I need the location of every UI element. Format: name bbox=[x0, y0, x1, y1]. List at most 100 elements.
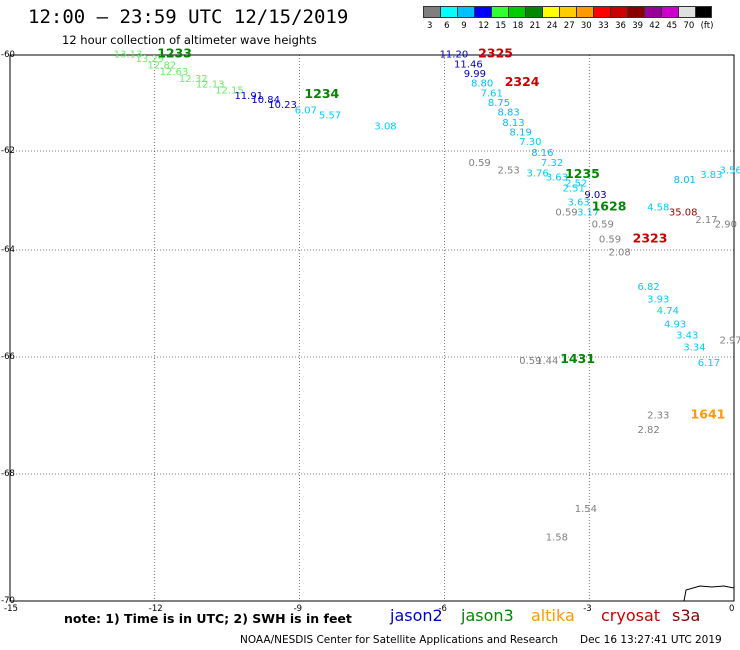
legend-label: 33 bbox=[598, 21, 609, 31]
wave-height-value: 3.63 bbox=[546, 173, 568, 184]
legend-swatch bbox=[576, 6, 593, 18]
legend-label: 24 bbox=[546, 21, 558, 31]
pass-label: 1233 bbox=[157, 45, 192, 60]
legend-label: 12 bbox=[478, 21, 490, 31]
wave-height-value: 12.32 bbox=[179, 74, 208, 85]
legend-swatch bbox=[508, 6, 525, 18]
wave-height-value: 2.53 bbox=[497, 165, 519, 176]
latitude-tick-label: -68 bbox=[1, 469, 15, 479]
wave-height-value: 8.16 bbox=[531, 148, 553, 159]
wave-height-value: 3.83 bbox=[700, 170, 722, 181]
legend-label: 18 bbox=[512, 21, 524, 31]
wave-height-value: 12.63 bbox=[160, 67, 189, 78]
wave-height-value: 9.03 bbox=[584, 190, 606, 201]
latitude-tick-label: -62 bbox=[1, 146, 15, 156]
wave-height-value: 8.83 bbox=[497, 107, 519, 118]
legend-swatch bbox=[627, 6, 644, 18]
wave-height-value: 5.57 bbox=[319, 110, 341, 121]
legend-swatch bbox=[695, 6, 712, 18]
wave-height-value: 3.34 bbox=[683, 343, 705, 354]
latitude-tick-label: -70 bbox=[1, 596, 15, 606]
legend-swatch bbox=[423, 6, 440, 18]
legend-swatch bbox=[678, 6, 695, 18]
wave-height-value: 4.58 bbox=[647, 202, 669, 213]
color-legend bbox=[423, 6, 712, 18]
wave-height-value: 0.59 bbox=[469, 158, 491, 169]
satellite-name: jason2 bbox=[390, 606, 443, 625]
credit-line: NOAA/NESDIS Center for Satellite Applica… bbox=[240, 634, 558, 646]
pass-label: 1628 bbox=[592, 198, 627, 213]
wave-height-value: 8.80 bbox=[471, 79, 493, 90]
legend-label: 15 bbox=[495, 21, 507, 31]
footer-note: note: 1) Time is in UTC; 2) SWH is in fe… bbox=[64, 611, 352, 626]
wave-height-value: 7.30 bbox=[519, 137, 541, 148]
legend-label: 3 bbox=[427, 21, 433, 31]
wave-height-value: 1.44 bbox=[536, 356, 558, 367]
wave-height-value: 9.99 bbox=[464, 69, 486, 80]
satellite-name: s3a bbox=[672, 606, 701, 625]
legend-label: 21 bbox=[529, 21, 541, 31]
wave-height-value: 0.59 bbox=[599, 235, 621, 246]
pass-label: 2325 bbox=[478, 45, 513, 60]
pass-label: 1235 bbox=[565, 166, 600, 181]
wave-height-value: 0.59 bbox=[592, 220, 614, 231]
wave-height-value: 3.76 bbox=[526, 169, 548, 180]
legend-swatch bbox=[525, 6, 542, 18]
pass-label: 1641 bbox=[691, 406, 726, 421]
legend-swatch bbox=[610, 6, 627, 18]
wave-height-value: 8.19 bbox=[510, 128, 532, 139]
wave-height-value: 4.74 bbox=[657, 306, 679, 317]
legend-label: 42 bbox=[649, 21, 661, 31]
generated-datetime: Dec 16 13:27:41 UTC 2019 bbox=[580, 634, 722, 646]
wave-height-value: 7.61 bbox=[481, 88, 503, 99]
legend-label: 9 bbox=[461, 21, 467, 31]
wave-height-value: 8.75 bbox=[488, 98, 510, 109]
legend-swatch bbox=[644, 6, 661, 18]
wave-height-value: 12.13 bbox=[196, 80, 225, 91]
wave-height-value: 12.15 bbox=[215, 85, 244, 96]
pass-label: 1431 bbox=[560, 351, 595, 366]
data-points: 13.1313.2912.8212.6312.3212.1312.1511.91… bbox=[114, 49, 740, 543]
legend-swatch bbox=[593, 6, 610, 18]
wave-height-value: 1.58 bbox=[546, 533, 568, 544]
legend-label: 36 bbox=[615, 21, 626, 31]
legend-label: 30 bbox=[580, 21, 592, 31]
longitude-tick-label: -3 bbox=[583, 604, 592, 614]
wave-height-value: 6.17 bbox=[698, 358, 720, 369]
wave-height-value: 3.17 bbox=[577, 207, 599, 218]
wave-height-value: 11.91 bbox=[234, 91, 263, 102]
satellite-name: jason3 bbox=[461, 606, 514, 625]
wave-height-value: 3.93 bbox=[647, 294, 669, 305]
legend-swatch bbox=[542, 6, 559, 18]
map-title: 12:00 – 23:59 UTC 12/15/2019 bbox=[28, 6, 349, 28]
satellite-name: altika bbox=[531, 606, 575, 625]
legend-label: 70 bbox=[683, 21, 695, 31]
satellite-name: cryosat bbox=[601, 606, 661, 625]
wave-height-value: 12.82 bbox=[148, 60, 177, 71]
legend-label: 39 bbox=[632, 21, 644, 31]
wave-height-value: 2.52 bbox=[565, 179, 587, 190]
map-frame bbox=[9, 54, 735, 602]
pass-label: 2324 bbox=[505, 74, 540, 89]
wave-height-value: 4.93 bbox=[664, 320, 686, 331]
latitude-tick-label: -64 bbox=[1, 245, 15, 255]
longitude-tick-label: -15 bbox=[4, 604, 18, 614]
legend-swatch bbox=[661, 6, 678, 18]
wave-height-value: 3.56 bbox=[720, 165, 740, 176]
latitude-tick-label: -66 bbox=[1, 352, 15, 362]
wave-height-value: 2.97 bbox=[720, 336, 740, 347]
pass-labels: 1233 1234 2325 2324 1235 1628 2323 1431 1641 bbox=[157, 45, 725, 421]
wave-height-value: 2.90 bbox=[715, 220, 737, 231]
wave-height-value: 3.43 bbox=[676, 330, 698, 341]
legend-label: (ft) bbox=[700, 21, 714, 31]
wave-height-value: 11.20 bbox=[440, 49, 469, 60]
wave-height-value: 13.13 bbox=[114, 49, 143, 60]
wave-height-value: 2.82 bbox=[637, 425, 659, 436]
pass-label: 1234 bbox=[304, 86, 339, 101]
legend-swatch bbox=[440, 6, 457, 18]
wave-height-value: 2.08 bbox=[609, 247, 631, 258]
longitude-tick-label: -6 bbox=[438, 604, 447, 614]
wave-height-value: 3.08 bbox=[374, 121, 396, 132]
wave-height-value: 2.51 bbox=[563, 184, 585, 195]
wave-height-value: 6.82 bbox=[637, 282, 659, 293]
